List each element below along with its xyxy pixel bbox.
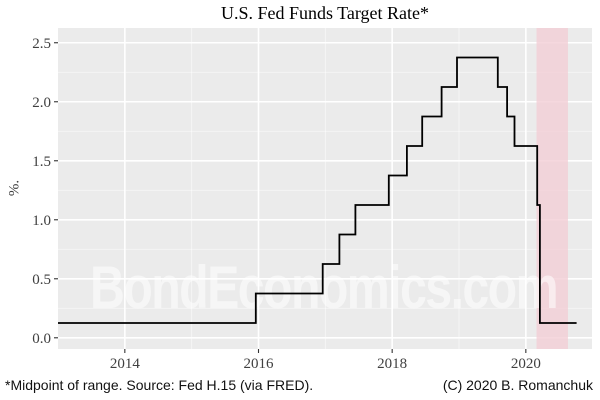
y-tick-label: 2.0 bbox=[32, 95, 51, 111]
chart-title: U.S. Fed Funds Target Rate* bbox=[220, 3, 430, 23]
rate-step-line bbox=[58, 56, 577, 324]
y-tick-label: 1.0 bbox=[32, 213, 51, 229]
x-tick-label: 2020 bbox=[511, 356, 541, 372]
major-gridlines bbox=[58, 28, 592, 349]
axis-tick-labels: 2014 2016 2018 2020 0.0 0.5 1.0 1.5 2.0 2.5 bbox=[32, 36, 541, 372]
x-tick-label: 2016 bbox=[244, 356, 275, 372]
minor-gridlines bbox=[58, 28, 592, 349]
y-tick-label: 0.0 bbox=[32, 331, 51, 347]
x-tick-label: 2018 bbox=[377, 356, 407, 372]
copyright: (C) 2020 B. Romanchuk bbox=[442, 377, 593, 393]
recession-band bbox=[536, 28, 568, 349]
axis-ticks bbox=[54, 42, 527, 353]
watermark: BondEconomics.com bbox=[90, 254, 557, 321]
x-tick-label: 2014 bbox=[110, 356, 141, 372]
y-tick-label: 2.5 bbox=[32, 36, 51, 52]
footnote: *Midpoint of range. Source: Fed H.15 (vi… bbox=[5, 377, 314, 393]
y-tick-label: 1.5 bbox=[32, 154, 51, 170]
y-tick-label: 0.5 bbox=[32, 272, 51, 288]
